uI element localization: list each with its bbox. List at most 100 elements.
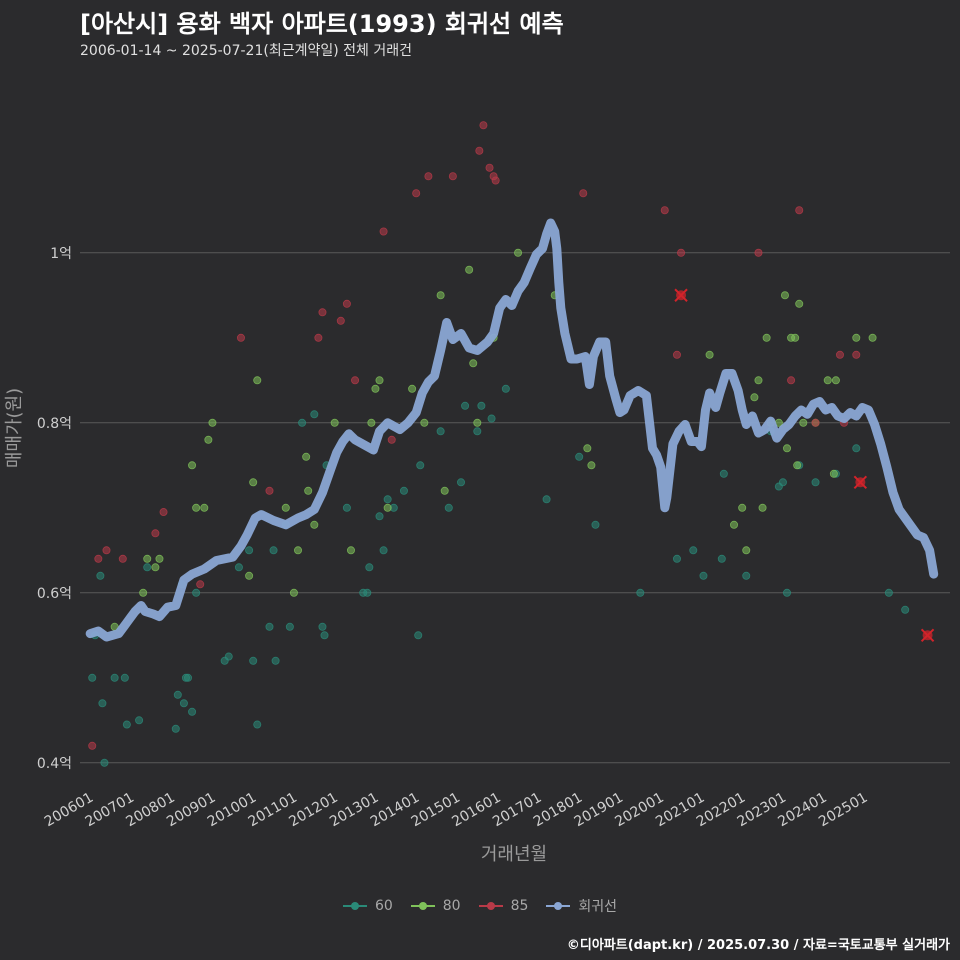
point-85 (196, 580, 205, 589)
point-80 (791, 333, 800, 342)
y-axis-label: 매매가(원) (4, 388, 25, 468)
prediction-marker (920, 628, 935, 642)
point-85 (811, 418, 820, 427)
point-60 (375, 512, 384, 521)
legend-key-60 (342, 896, 367, 916)
point-60 (320, 631, 329, 640)
legend-key-80 (410, 896, 435, 916)
point-85 (118, 554, 127, 563)
point-85 (379, 227, 388, 236)
point-85 (672, 350, 681, 359)
page-title: [아산시] 용화 백자 아파트(1993) 회귀선 예측 (80, 10, 564, 38)
point-85 (342, 299, 351, 308)
point-60 (901, 605, 910, 614)
point-85 (754, 248, 763, 257)
point-60 (672, 554, 681, 563)
point-60 (699, 571, 708, 580)
chart-legend: 60 80 85 회귀선 (0, 896, 960, 916)
point-80 (831, 376, 840, 385)
point-85 (236, 333, 245, 342)
point-60 (192, 588, 201, 597)
point-60 (461, 401, 470, 410)
point-60 (689, 546, 698, 555)
point-80 (200, 503, 209, 512)
point-60 (98, 699, 107, 708)
point-60 (363, 588, 372, 597)
point-85 (351, 376, 360, 385)
point-85 (318, 308, 327, 317)
point-60 (285, 622, 294, 631)
point-80 (829, 469, 838, 478)
point-80 (868, 333, 877, 342)
point-60 (487, 414, 496, 423)
point-60 (383, 495, 392, 504)
point-60 (811, 478, 820, 487)
point-60 (379, 546, 388, 555)
gridlines (80, 252, 950, 764)
point-80 (469, 359, 478, 368)
point-60 (88, 673, 97, 682)
point-60 (416, 461, 425, 470)
legend-label-regression: 회귀선 (578, 899, 618, 915)
point-60 (884, 588, 893, 597)
point-85 (787, 376, 796, 385)
point-85 (579, 189, 588, 198)
point-60 (717, 554, 726, 563)
y-tick-label: 1억 (50, 246, 72, 262)
point-85 (387, 435, 396, 444)
point-80 (783, 444, 792, 453)
point-80 (762, 333, 771, 342)
point-60 (269, 546, 278, 555)
y-tick-label: 0.8억 (37, 416, 72, 432)
point-85 (314, 333, 323, 342)
point-60 (96, 571, 105, 580)
point-80 (408, 384, 417, 393)
point-80 (823, 376, 832, 385)
point-80 (143, 554, 152, 563)
point-80 (289, 588, 298, 597)
point-60 (852, 444, 861, 453)
legend-item-85: 85 (478, 896, 528, 916)
point-85 (265, 486, 274, 495)
point-80 (436, 291, 445, 300)
legend-label-80: 80 (442, 898, 461, 914)
point-60 (171, 724, 180, 733)
point-60 (477, 401, 486, 410)
point-80 (730, 520, 739, 529)
scatter-points (88, 121, 910, 767)
point-80 (302, 452, 311, 461)
point-60 (436, 427, 445, 436)
point-60 (183, 673, 192, 682)
point-60 (473, 427, 482, 436)
point-85 (88, 741, 97, 750)
point-80 (587, 461, 596, 470)
point-60 (110, 673, 119, 682)
point-60 (234, 563, 243, 572)
point-80 (780, 291, 789, 300)
point-80 (192, 503, 201, 512)
y-tick-label: 0.6억 (37, 586, 72, 602)
point-60 (265, 622, 274, 631)
point-60 (719, 469, 728, 478)
point-85 (448, 172, 457, 181)
point-80 (155, 554, 164, 563)
point-80 (367, 418, 376, 427)
prediction-marker (674, 288, 688, 302)
point-60 (122, 720, 131, 729)
point-60 (173, 690, 182, 699)
point-60 (249, 656, 258, 665)
point-80 (420, 418, 429, 427)
point-80 (208, 418, 217, 427)
point-80 (795, 299, 804, 308)
point-80 (758, 503, 767, 512)
point-85 (412, 189, 421, 198)
point-80 (440, 486, 449, 495)
point-85 (479, 121, 488, 130)
point-80 (738, 503, 747, 512)
point-60 (143, 563, 152, 572)
point-60 (120, 673, 129, 682)
point-80 (330, 418, 339, 427)
point-80 (371, 384, 380, 393)
regression-line-layer (85, 218, 939, 642)
